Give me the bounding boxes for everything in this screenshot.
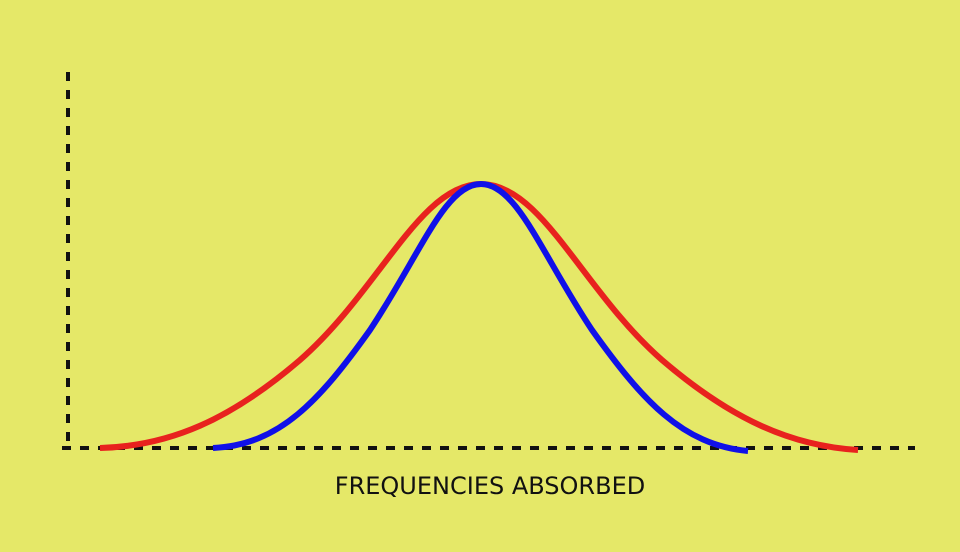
narrow-curve (212, 180, 749, 454)
x-axis-label: FREQUENCIES ABSORBED (335, 472, 645, 500)
